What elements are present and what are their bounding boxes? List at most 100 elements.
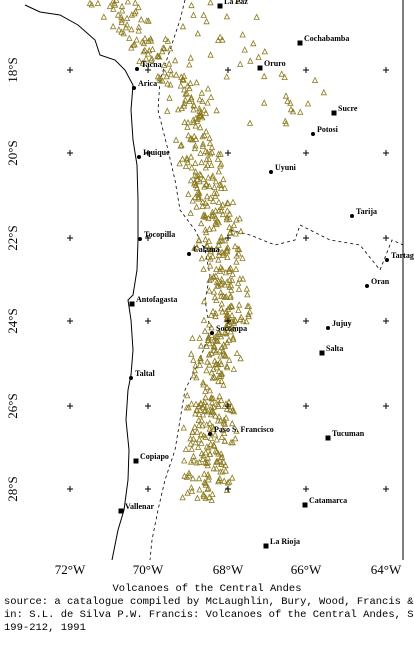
volcano xyxy=(188,93,195,101)
volcano xyxy=(211,343,218,350)
volcano xyxy=(297,108,304,115)
volcano xyxy=(230,335,237,343)
volcano xyxy=(159,48,166,55)
volcano xyxy=(229,419,236,427)
graticule-cross xyxy=(145,150,151,156)
city-marker xyxy=(365,284,369,288)
graticule-cross xyxy=(225,486,231,492)
map-frame xyxy=(24,0,404,561)
volcano xyxy=(218,233,225,240)
city-marker xyxy=(269,170,273,174)
volcano xyxy=(209,307,217,315)
volcano xyxy=(106,2,114,9)
volcano xyxy=(191,366,198,374)
volcano xyxy=(156,74,163,81)
volcano xyxy=(206,262,214,269)
volcano xyxy=(187,209,194,216)
volcano xyxy=(220,381,227,388)
volcano xyxy=(200,492,207,500)
volcano xyxy=(193,184,201,191)
volcano xyxy=(213,360,220,367)
volcanoes xyxy=(86,0,327,503)
volcano xyxy=(206,134,213,141)
volcano xyxy=(142,55,150,62)
volcano xyxy=(207,434,215,441)
volcano xyxy=(204,149,211,156)
graticule-cross xyxy=(67,150,73,156)
volcano xyxy=(194,188,202,195)
volcano xyxy=(191,132,198,139)
coastline xyxy=(24,4,139,561)
volcano xyxy=(228,311,236,319)
volcano xyxy=(201,398,208,405)
volcano xyxy=(191,244,198,251)
volcano xyxy=(229,334,237,341)
volcano xyxy=(232,317,239,324)
volcano xyxy=(164,107,171,114)
volcano xyxy=(233,427,240,434)
volcano xyxy=(196,486,203,493)
volcano xyxy=(196,406,204,413)
volcano xyxy=(199,133,206,140)
volcano xyxy=(208,398,216,406)
volcano xyxy=(212,192,219,199)
volcano xyxy=(138,16,145,23)
caption-line: in: S.L. de Silva P.W. Francis: Volcanoe… xyxy=(4,609,414,621)
city-marker xyxy=(137,155,141,159)
place-label: Calama xyxy=(193,245,220,254)
volcano xyxy=(201,407,208,414)
volcano xyxy=(195,443,202,450)
volcano xyxy=(160,61,168,68)
volcano xyxy=(199,142,207,149)
volcano xyxy=(214,217,221,224)
volcano xyxy=(193,374,200,381)
volcano xyxy=(212,447,219,454)
volcano xyxy=(217,288,224,296)
graticule-cross xyxy=(67,235,73,241)
volcano xyxy=(219,426,227,433)
volcano xyxy=(161,44,168,52)
volcano xyxy=(219,265,226,272)
volcano xyxy=(195,421,203,428)
volcano xyxy=(188,164,195,171)
volcano xyxy=(219,36,226,43)
volcano xyxy=(193,79,200,86)
volcano xyxy=(207,440,214,447)
volcano xyxy=(186,61,193,68)
volcano xyxy=(215,413,223,420)
volcano xyxy=(204,485,211,492)
volcano xyxy=(245,310,252,317)
volcano xyxy=(200,175,207,183)
volcano xyxy=(255,53,262,60)
volcano xyxy=(220,347,227,355)
volcano xyxy=(239,254,246,261)
volcano xyxy=(178,141,185,148)
city-marker xyxy=(118,508,124,514)
place-label: Tacna xyxy=(141,60,162,69)
volcano xyxy=(212,245,220,252)
volcano xyxy=(246,119,254,126)
volcano xyxy=(199,455,207,462)
volcano xyxy=(202,393,209,401)
volcano xyxy=(199,379,207,386)
place-label: La Paz xyxy=(224,0,248,6)
volcano xyxy=(203,367,210,374)
volcano xyxy=(204,202,211,209)
volcano xyxy=(229,474,236,481)
volcano xyxy=(140,47,147,55)
volcano xyxy=(207,450,214,457)
volcano xyxy=(132,0,139,6)
volcano xyxy=(187,153,195,160)
graticule-cross xyxy=(67,486,73,492)
volcano xyxy=(185,469,193,476)
volcano xyxy=(223,247,231,254)
volcano xyxy=(189,334,196,341)
volcano xyxy=(215,237,223,245)
volcano xyxy=(172,136,180,143)
volcano xyxy=(228,286,235,293)
volcano xyxy=(212,309,219,317)
volcano xyxy=(201,106,208,113)
volcano xyxy=(118,28,125,35)
volcano xyxy=(200,11,207,18)
volcano xyxy=(202,494,209,501)
